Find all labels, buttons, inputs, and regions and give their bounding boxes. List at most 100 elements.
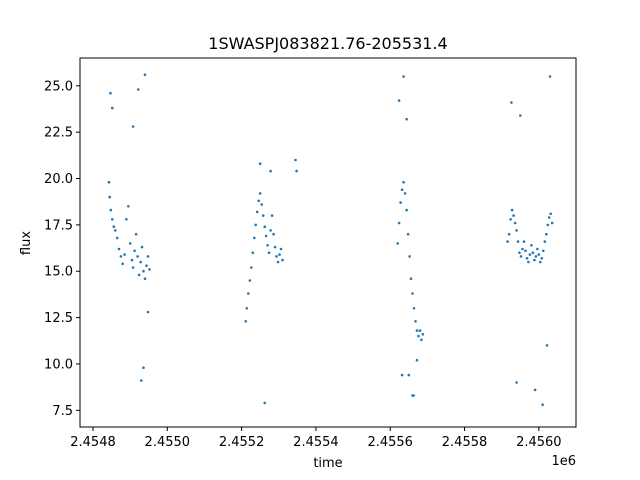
data-point bbox=[545, 344, 549, 347]
data-point bbox=[109, 208, 113, 212]
data-point bbox=[512, 214, 515, 217]
data-point bbox=[264, 234, 268, 238]
x-axis-label: time bbox=[313, 456, 342, 471]
y-tick-label: 7.5 bbox=[52, 404, 73, 419]
data-point bbox=[127, 205, 130, 208]
data-point bbox=[146, 310, 150, 314]
data-points bbox=[107, 73, 554, 407]
data-point bbox=[407, 373, 411, 377]
plot-frame bbox=[79, 57, 577, 428]
data-point bbox=[112, 225, 116, 228]
x-tick-label: 2.4548 bbox=[70, 435, 116, 450]
data-point bbox=[536, 247, 539, 251]
data-point bbox=[257, 199, 261, 203]
data-point bbox=[254, 223, 257, 227]
data-point bbox=[545, 232, 548, 236]
y-tick-label: 20.0 bbox=[44, 172, 73, 187]
data-point bbox=[250, 266, 253, 269]
data-point bbox=[527, 260, 530, 264]
data-point bbox=[540, 257, 544, 260]
data-point bbox=[295, 169, 298, 173]
data-point bbox=[506, 240, 509, 243]
data-point bbox=[399, 201, 402, 204]
data-point bbox=[418, 329, 422, 332]
data-point bbox=[137, 88, 140, 91]
data-point bbox=[409, 277, 413, 281]
data-point bbox=[542, 249, 545, 253]
data-point bbox=[415, 358, 419, 362]
x-tick-label: 2.4554 bbox=[293, 435, 339, 450]
data-point bbox=[522, 240, 526, 243]
data-point bbox=[518, 251, 521, 254]
data-point bbox=[543, 240, 547, 243]
data-point bbox=[548, 75, 552, 78]
data-point bbox=[119, 255, 123, 258]
y-axis-label: flux bbox=[19, 231, 34, 255]
data-point bbox=[510, 101, 513, 104]
data-point bbox=[255, 210, 259, 214]
data-point bbox=[509, 218, 512, 221]
data-point bbox=[533, 388, 537, 392]
data-point bbox=[519, 114, 522, 117]
data-point bbox=[539, 260, 542, 264]
data-point bbox=[524, 249, 527, 253]
data-point bbox=[269, 229, 272, 232]
data-point bbox=[148, 268, 151, 271]
data-point bbox=[276, 260, 280, 264]
data-point bbox=[140, 379, 143, 382]
data-point bbox=[278, 253, 281, 256]
data-point bbox=[515, 381, 518, 384]
data-point bbox=[260, 203, 264, 206]
data-point bbox=[131, 125, 135, 128]
data-point bbox=[244, 320, 247, 323]
data-point bbox=[123, 253, 126, 256]
data-point bbox=[515, 229, 518, 232]
data-point bbox=[125, 218, 128, 221]
data-point bbox=[114, 229, 117, 232]
x-tick-label: 2.4552 bbox=[219, 435, 265, 450]
data-point bbox=[247, 292, 250, 295]
data-point bbox=[533, 258, 536, 262]
data-point bbox=[273, 245, 277, 249]
data-point bbox=[248, 279, 252, 282]
data-point bbox=[519, 255, 523, 258]
x-tick-label: 2.4550 bbox=[145, 435, 191, 450]
data-point bbox=[134, 232, 138, 236]
data-point bbox=[402, 180, 405, 184]
data-point bbox=[411, 394, 414, 397]
data-point bbox=[270, 214, 274, 217]
data-point bbox=[549, 212, 552, 216]
data-point bbox=[403, 192, 407, 195]
data-point bbox=[281, 258, 284, 262]
x-axis-offset-label: 1e6 bbox=[551, 454, 576, 469]
data-point bbox=[145, 264, 148, 268]
data-point bbox=[146, 255, 150, 258]
data-point bbox=[139, 260, 142, 264]
data-point bbox=[400, 373, 404, 377]
data-point bbox=[537, 253, 541, 256]
data-point bbox=[400, 188, 404, 191]
y-tick-label: 17.5 bbox=[44, 218, 73, 233]
data-point bbox=[516, 240, 520, 243]
data-point bbox=[136, 255, 139, 258]
y-tick-label: 15.0 bbox=[44, 265, 73, 280]
data-point bbox=[397, 221, 401, 225]
y-tick-label: 25.0 bbox=[44, 79, 73, 94]
chart-title: 1SWASPJ083821.76-205531.4 bbox=[208, 34, 447, 53]
data-point bbox=[525, 257, 529, 260]
data-point bbox=[420, 338, 423, 342]
data-point bbox=[111, 106, 114, 110]
data-point bbox=[412, 307, 416, 310]
data-point bbox=[534, 255, 538, 258]
data-point bbox=[107, 180, 111, 184]
data-point bbox=[279, 247, 283, 251]
data-point bbox=[421, 333, 425, 336]
data-point bbox=[115, 236, 119, 240]
y-tick-label: 12.5 bbox=[44, 311, 73, 326]
data-point bbox=[294, 158, 297, 162]
data-point bbox=[405, 208, 408, 212]
data-point bbox=[258, 192, 262, 195]
data-point bbox=[140, 245, 144, 249]
